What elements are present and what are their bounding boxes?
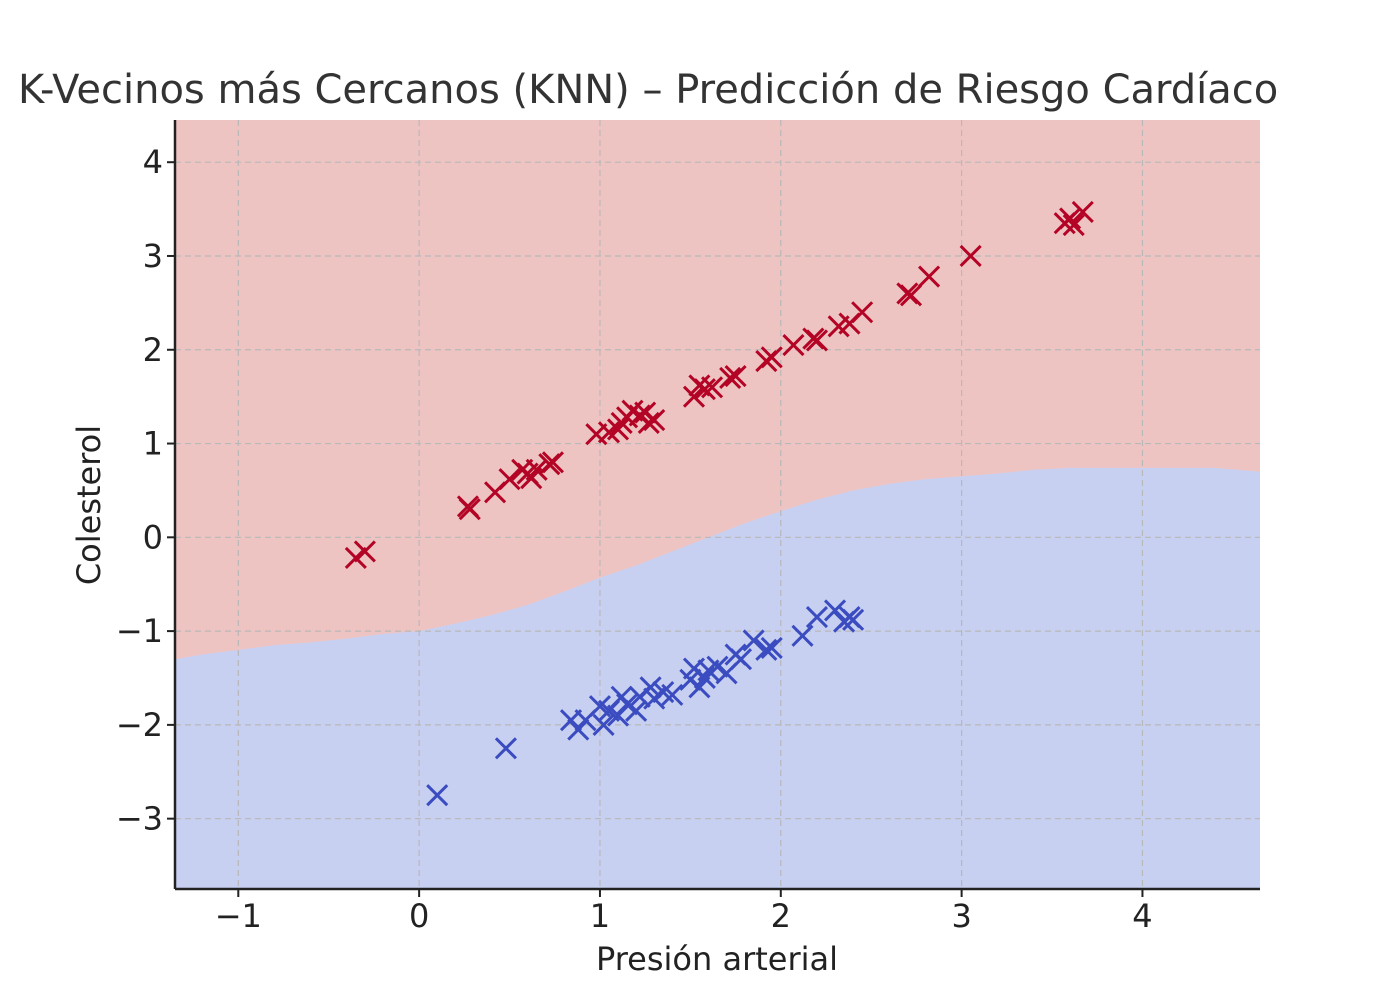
axis-ticks: −1 0 1 2 3 4 −3 −2 −1 0 1 2 3 4 — [116, 143, 1153, 935]
high-risk-point — [918, 265, 941, 288]
low-risk-point — [426, 784, 449, 807]
high-risk-point — [760, 346, 783, 369]
high-risk-point — [701, 376, 724, 399]
high-risk-point — [1062, 213, 1085, 237]
high-risk-point — [643, 409, 666, 432]
high-risk-point — [682, 385, 706, 408]
chart-title: K-Vecinos más Cercanos (KNN) – Predicció… — [18, 67, 1278, 113]
x-tick-label: 4 — [1132, 897, 1152, 935]
low-risk-point — [842, 608, 865, 631]
low-risk-point — [760, 636, 783, 660]
y-tick-label: −3 — [116, 800, 163, 838]
low-risk-point — [567, 718, 590, 741]
y-tick-label: 2 — [143, 331, 163, 369]
low-risk-point — [791, 624, 814, 647]
y-axis-label: Colesterol — [70, 425, 108, 585]
x-tick-label: 0 — [409, 897, 429, 935]
high-risk-point — [782, 334, 805, 357]
high-risk-point — [606, 418, 630, 441]
low-risk-point — [742, 629, 765, 652]
axes-spines — [173, 120, 1260, 891]
low-risk-point — [755, 638, 778, 661]
x-tick-label: −1 — [215, 897, 262, 935]
low-risk-point — [494, 737, 517, 760]
high-risk-point — [719, 366, 742, 389]
high-risk-point — [959, 244, 982, 268]
low-risk-point — [606, 704, 630, 727]
high-risk-point — [851, 301, 874, 324]
high-risk-point — [458, 498, 481, 521]
low-risk-point — [616, 693, 639, 716]
high-risk-point — [1071, 200, 1094, 223]
low-risk-point — [729, 648, 753, 671]
high-risk-point — [525, 458, 548, 481]
high-risk-point — [1059, 207, 1082, 230]
high-risk-point — [498, 468, 521, 491]
high-risk-point — [693, 378, 716, 401]
high-risk-point — [724, 364, 747, 388]
low-risk-point — [661, 683, 684, 706]
y-tick-label: 3 — [143, 237, 163, 275]
x-tick-label: 3 — [951, 897, 971, 935]
y-tick-label: 0 — [143, 518, 163, 556]
low-risk-point — [592, 713, 615, 736]
low-risk-point — [625, 699, 648, 722]
y-tick-label: 1 — [143, 425, 163, 463]
low-risk-point — [823, 599, 847, 622]
grid — [175, 120, 1260, 889]
data-points — [344, 200, 1094, 807]
low-risk-point — [643, 687, 666, 710]
decision-regions — [175, 120, 1260, 889]
x-tick-label: 2 — [771, 897, 791, 935]
high-risk-point — [899, 284, 923, 307]
high-risk-point — [541, 451, 565, 474]
low-risk-point — [706, 655, 729, 678]
x-tick-label: 1 — [590, 897, 610, 935]
y-tick-label: −2 — [116, 706, 163, 744]
low-risk-point — [805, 605, 829, 629]
high-risk-point — [805, 329, 829, 352]
y-tick-label: −1 — [116, 612, 163, 650]
high-risk-point — [353, 540, 376, 563]
high-risk-point — [344, 546, 367, 570]
y-tick-label: 4 — [143, 143, 163, 181]
high-risk-point — [637, 411, 660, 434]
x-axis-label: Presión arterial — [596, 940, 838, 978]
